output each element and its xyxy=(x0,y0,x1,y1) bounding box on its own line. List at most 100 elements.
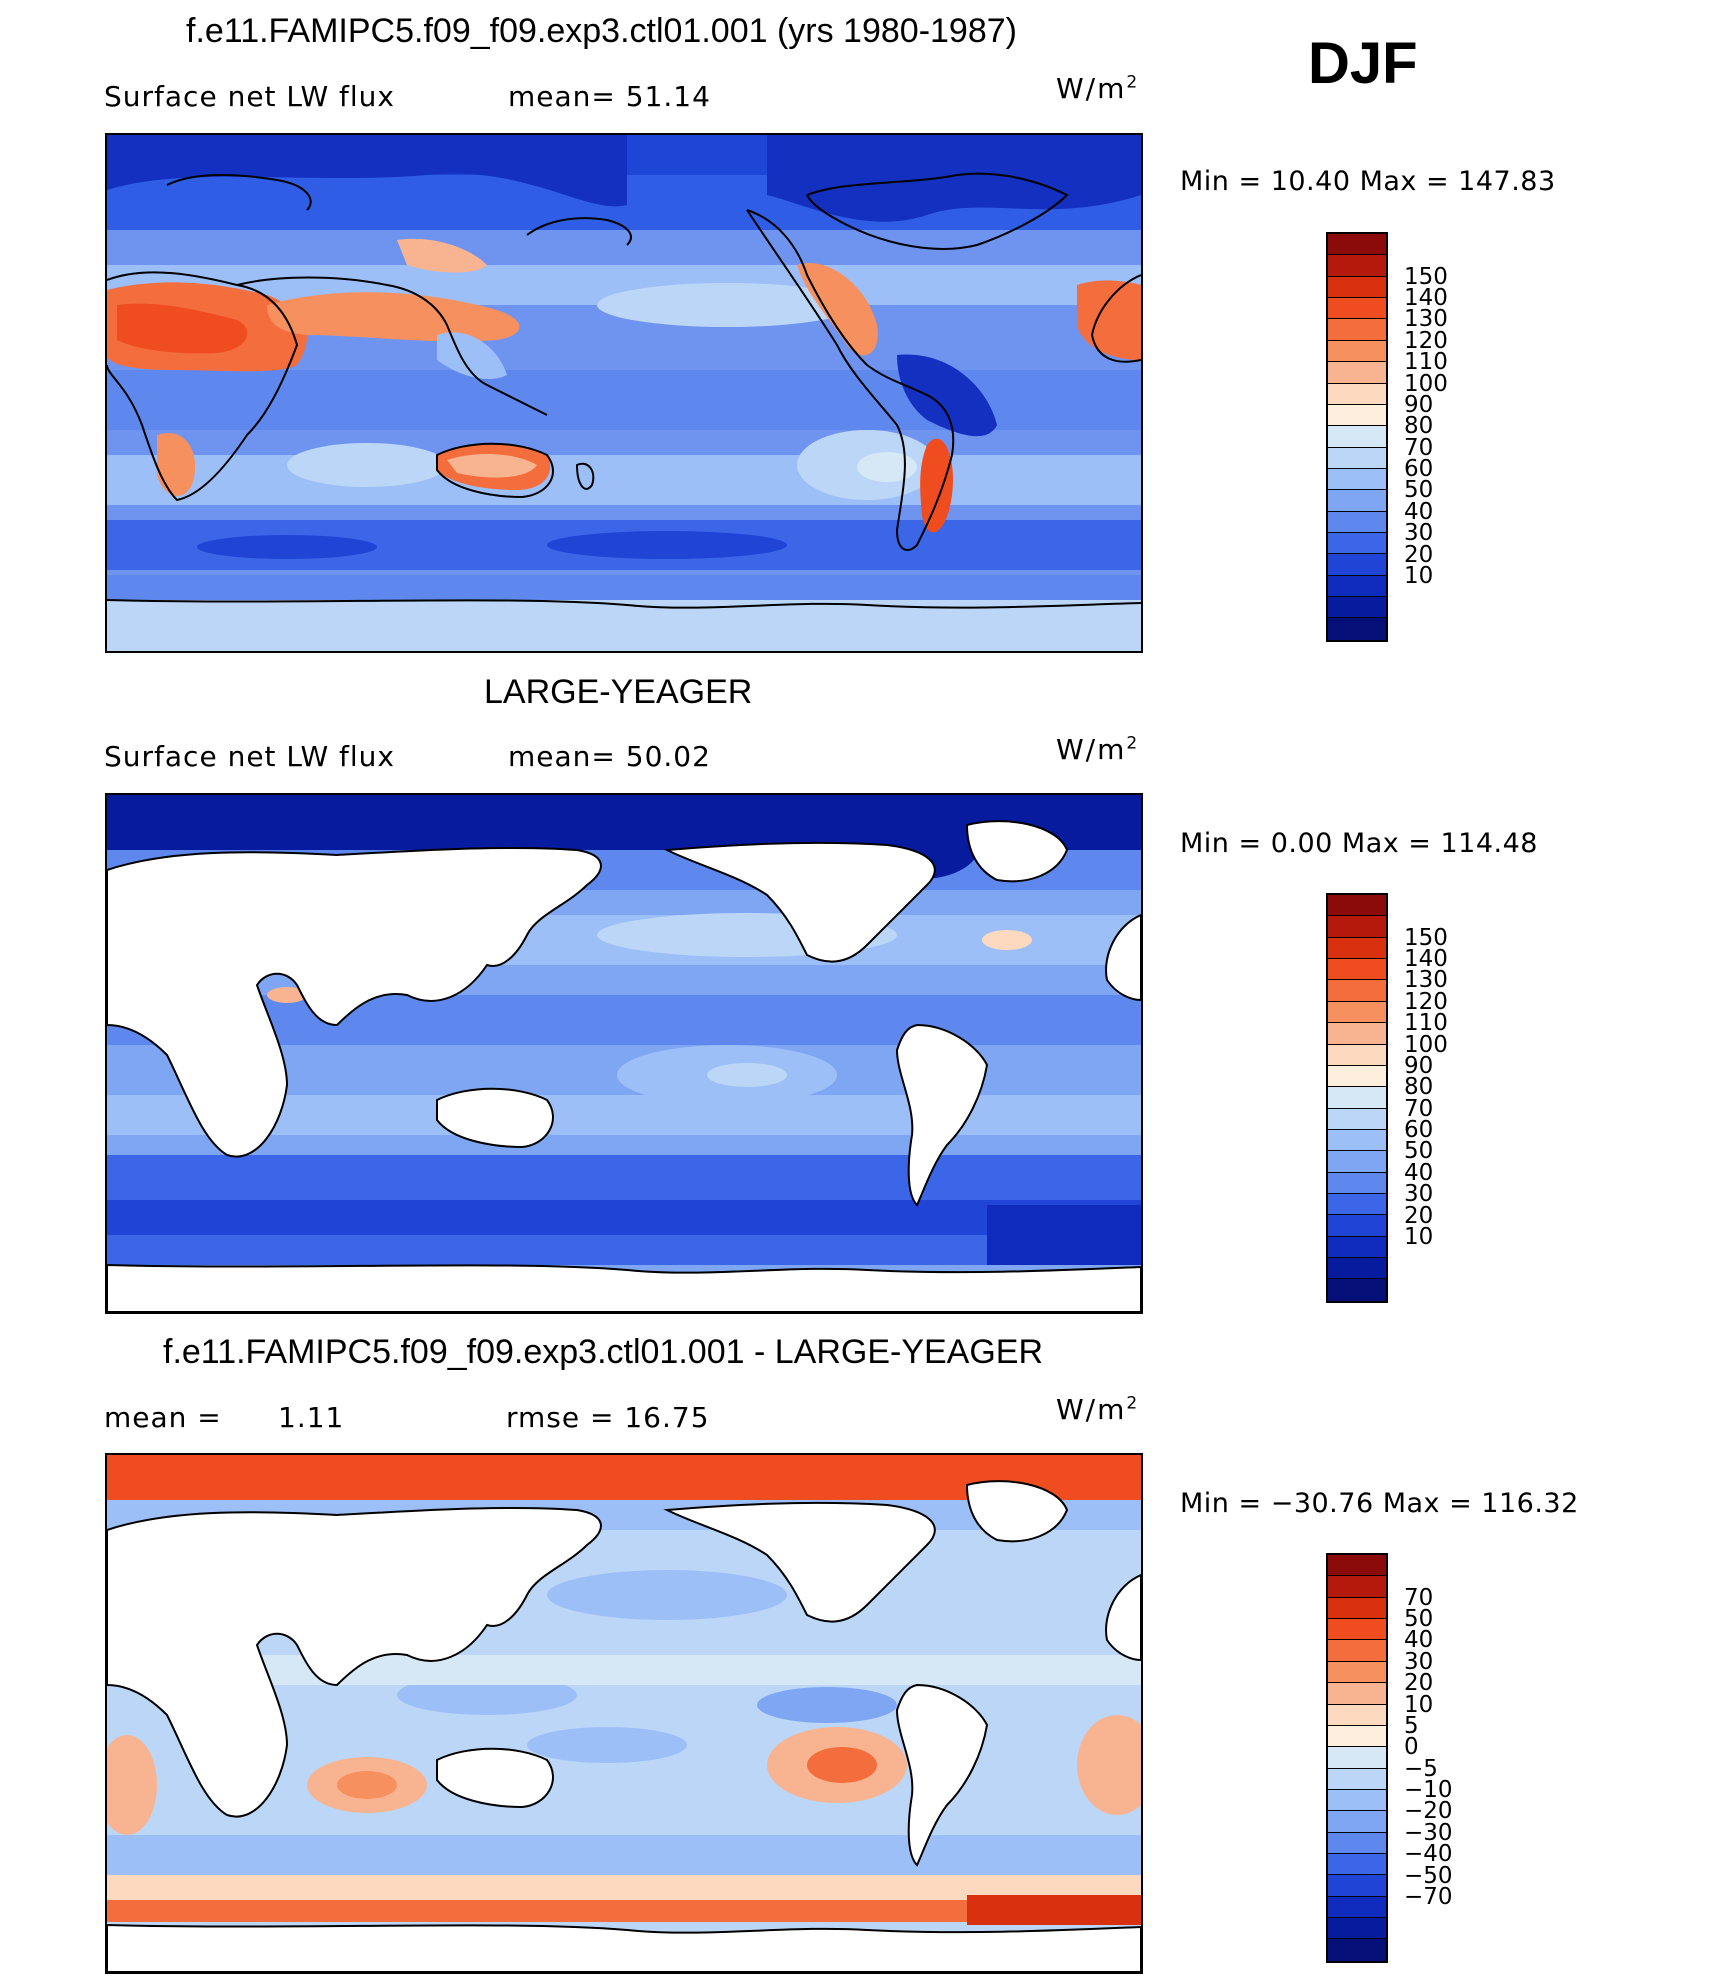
colorbar-tick-label: 20 xyxy=(1404,541,1434,568)
colorbar-tick-label: −5 xyxy=(1404,1755,1438,1782)
panel-2-minmax: Min = 0.00 Max = 114.48 xyxy=(1180,828,1538,859)
colorbar-tick-label: 30 xyxy=(1404,520,1434,547)
colorbar-swatch xyxy=(1328,1619,1386,1641)
panel-1-map xyxy=(105,133,1143,653)
colorbar-swatch xyxy=(1328,1023,1386,1045)
colorbar-swatch xyxy=(1328,1597,1386,1620)
panel-1-minmax: Min = 10.40 Max = 147.83 xyxy=(1180,166,1556,197)
panel-2-mean: mean= 50.02 xyxy=(508,740,711,773)
colorbar-tick-label: 130 xyxy=(1404,306,1448,333)
colorbar-tick-label: 130 xyxy=(1404,967,1448,994)
colorbar-tick-label: 5 xyxy=(1404,1712,1419,1739)
colorbar-tick-label: 120 xyxy=(1404,327,1448,354)
colorbar-tick-label: 70 xyxy=(1404,1095,1434,1122)
panel-2-units: W/m2 xyxy=(1056,733,1138,766)
colorbar-swatch xyxy=(1328,1087,1386,1109)
colorbar-swatch xyxy=(1328,575,1386,598)
colorbar-tick-label: −30 xyxy=(1404,1819,1453,1846)
colorbar-tick-label: 30 xyxy=(1404,1181,1434,1208)
colorbar-swatch xyxy=(1328,1811,1386,1833)
colorbar-tick-label: 50 xyxy=(1404,477,1434,504)
colorbar-tick-label: 10 xyxy=(1404,562,1434,589)
season-label: DJF xyxy=(1308,31,1418,96)
colorbar-tick-label: 20 xyxy=(1404,1202,1434,1229)
colorbar-swatch xyxy=(1328,1151,1386,1173)
colorbar-swatch xyxy=(1328,468,1386,491)
panel-1-colorbar xyxy=(1326,232,1388,642)
colorbar-tick-label: −10 xyxy=(1404,1777,1453,1804)
colorbar-tick-label: 110 xyxy=(1404,1010,1448,1037)
colorbar-tick-label: −20 xyxy=(1404,1798,1453,1825)
colorbar-swatch xyxy=(1328,1215,1386,1237)
panel-1-map-svg xyxy=(107,135,1141,651)
colorbar-swatch xyxy=(1328,533,1386,555)
panel-2-variable: Surface net LW flux xyxy=(104,740,395,773)
colorbar-tick-label: −50 xyxy=(1404,1862,1453,1889)
colorbar-tick-label: 120 xyxy=(1404,988,1448,1015)
colorbar-swatch xyxy=(1328,895,1386,917)
panel-3-minmax: Min = −30.76 Max = 116.32 xyxy=(1180,1488,1579,1519)
colorbar-swatch xyxy=(1328,383,1386,405)
colorbar-tick-label: −40 xyxy=(1404,1841,1453,1868)
colorbar-swatch xyxy=(1328,1044,1386,1066)
colorbar-tick-label: 80 xyxy=(1404,413,1434,440)
colorbar-tick-label: 0 xyxy=(1404,1734,1419,1761)
colorbar-tick-label: 100 xyxy=(1404,370,1448,397)
colorbar-swatch xyxy=(1328,554,1386,576)
colorbar-swatch xyxy=(1328,916,1386,938)
colorbar-swatch xyxy=(1328,1129,1386,1152)
panel-3-title: f.e11.FAMIPC5.f09_f09.exp3.ctl01.001 - L… xyxy=(163,1333,1044,1371)
colorbar-swatch xyxy=(1328,1661,1386,1684)
colorbar-tick-label: 80 xyxy=(1404,1074,1434,1101)
panel-3-rmse: rmse = 16.75 xyxy=(506,1401,710,1434)
colorbar-tick-label: 30 xyxy=(1404,1648,1434,1675)
colorbar-swatch xyxy=(1328,319,1386,341)
panel-1-title: f.e11.FAMIPC5.f09_f09.exp3.ctl01.001 (yr… xyxy=(186,12,1017,50)
colorbar-swatch xyxy=(1328,618,1386,640)
colorbar-swatch xyxy=(1328,980,1386,1002)
colorbar-swatch xyxy=(1328,490,1386,512)
colorbar-swatch xyxy=(1328,340,1386,363)
colorbar-swatch xyxy=(1328,1279,1386,1301)
colorbar-tick-label: 50 xyxy=(1404,1606,1434,1633)
colorbar-tick-label: 50 xyxy=(1404,1138,1434,1165)
panel-1-units: W/m2 xyxy=(1056,72,1138,105)
colorbar-swatch xyxy=(1328,1640,1386,1662)
colorbar-swatch xyxy=(1328,1704,1386,1726)
colorbar-tick-label: 150 xyxy=(1404,263,1448,290)
panel-1-variable: Surface net LW flux xyxy=(104,80,395,113)
panel-2-map-svg xyxy=(107,795,1141,1312)
colorbar-tick-label: 10 xyxy=(1404,1223,1434,1250)
colorbar-swatch xyxy=(1328,1789,1386,1812)
colorbar-swatch xyxy=(1328,298,1386,320)
colorbar-swatch xyxy=(1328,1172,1386,1195)
colorbar-tick-label: 60 xyxy=(1404,456,1434,483)
colorbar-tick-label: −70 xyxy=(1404,1883,1453,1910)
panel-3-mean-label: mean = xyxy=(104,1401,222,1434)
colorbar-swatch xyxy=(1328,234,1386,256)
colorbar-swatch xyxy=(1328,959,1386,981)
colorbar-swatch xyxy=(1328,1108,1386,1130)
colorbar-swatch xyxy=(1328,1001,1386,1024)
panel-3-map-svg xyxy=(107,1455,1141,1972)
colorbar-swatch xyxy=(1328,1194,1386,1216)
colorbar-swatch xyxy=(1328,1576,1386,1598)
colorbar-tick-label: 70 xyxy=(1404,1584,1434,1611)
colorbar-swatch xyxy=(1328,255,1386,277)
colorbar-tick-label: 60 xyxy=(1404,1117,1434,1144)
colorbar-swatch xyxy=(1328,362,1386,384)
colorbar-swatch xyxy=(1328,404,1386,427)
colorbar-swatch xyxy=(1328,1258,1386,1280)
colorbar-tick-label: 110 xyxy=(1404,349,1448,376)
colorbar-swatch xyxy=(1328,426,1386,448)
colorbar-tick-label: 140 xyxy=(1404,285,1448,312)
colorbar-swatch xyxy=(1328,1768,1386,1790)
colorbar-swatch xyxy=(1328,1683,1386,1705)
panel-3-colorbar xyxy=(1326,1553,1388,1963)
colorbar-swatch xyxy=(1328,1832,1386,1855)
colorbar-tick-label: 40 xyxy=(1404,498,1434,525)
panel-2-colorbar xyxy=(1326,893,1388,1303)
colorbar-tick-label: 10 xyxy=(1404,1691,1434,1718)
colorbar-tick-label: 20 xyxy=(1404,1670,1434,1697)
colorbar-swatch xyxy=(1328,1725,1386,1748)
